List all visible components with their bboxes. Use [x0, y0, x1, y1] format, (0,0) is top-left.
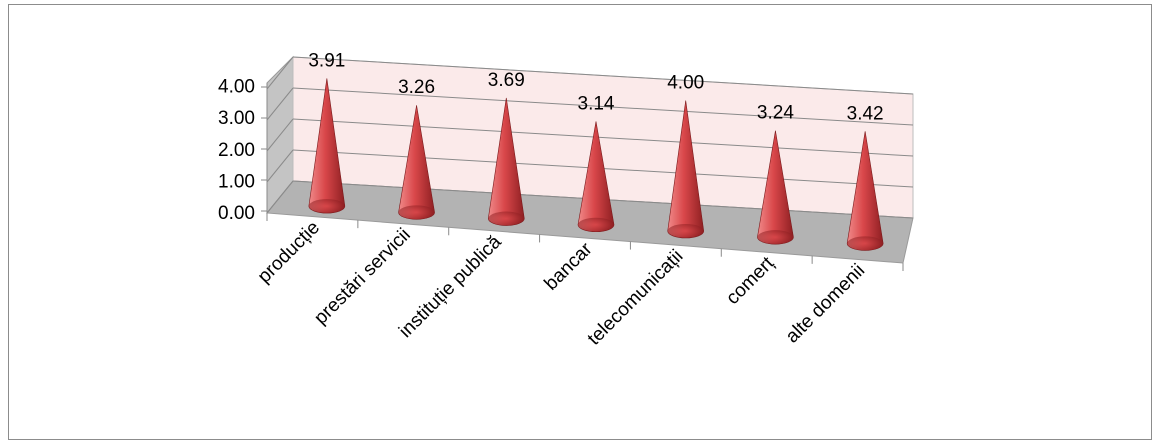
cone	[577, 121, 615, 233]
side-gridline	[266, 149, 294, 183]
side-gridline	[266, 87, 294, 121]
cone-base	[398, 205, 435, 220]
data-label: 3.24	[757, 103, 794, 124]
y-tick-label: 0.00	[218, 203, 255, 224]
cone-base	[308, 199, 345, 214]
data-label: 3.26	[398, 77, 435, 98]
x-category-label: alte domenii	[782, 260, 869, 347]
y-tick-label: 3.00	[218, 108, 255, 129]
cone-series	[308, 78, 884, 251]
side-gridline	[266, 118, 294, 152]
x-category-label: instituție publică	[395, 231, 506, 342]
cone	[487, 97, 525, 226]
y-tick-label: 1.00	[218, 171, 255, 192]
x-category-label: prestări servicii	[310, 224, 414, 328]
x-category-label: bancar	[541, 238, 597, 294]
x-category-label: telecomunicații	[584, 246, 688, 350]
cone	[308, 78, 346, 214]
y-tick-label: 2.00	[218, 140, 255, 161]
data-label: 4.00	[667, 72, 704, 93]
cone	[398, 105, 435, 220]
side-gridline	[266, 56, 294, 90]
x-category-label: comerț	[722, 252, 778, 308]
cone-base	[488, 211, 525, 226]
cone-base	[667, 223, 704, 238]
gridline	[292, 87, 914, 126]
y-tick-label: 4.00	[218, 77, 255, 98]
side-gridline	[266, 180, 294, 214]
cone-base	[847, 236, 884, 251]
x-category-label: producție	[254, 217, 324, 287]
data-label: 3.14	[578, 93, 615, 114]
cone	[757, 130, 794, 245]
gridline	[292, 118, 914, 157]
cone	[667, 100, 705, 239]
data-label: 3.69	[488, 70, 525, 91]
cone	[846, 131, 884, 251]
cone-base	[757, 230, 794, 245]
data-labels: 3.91 3.26 3.69 3.14 4.00 3.24 3.42	[308, 50, 883, 124]
data-label: 3.42	[847, 103, 884, 124]
data-label: 3.91	[308, 50, 345, 71]
gridline	[292, 56, 914, 95]
chart-frame: 0.00 1.00 2.00 3.00 4.00 producție prestări s…	[8, 4, 1152, 440]
cone-base	[578, 217, 614, 232]
y-axis: 0.00 1.00 2.00 3.00 4.00	[218, 77, 268, 224]
